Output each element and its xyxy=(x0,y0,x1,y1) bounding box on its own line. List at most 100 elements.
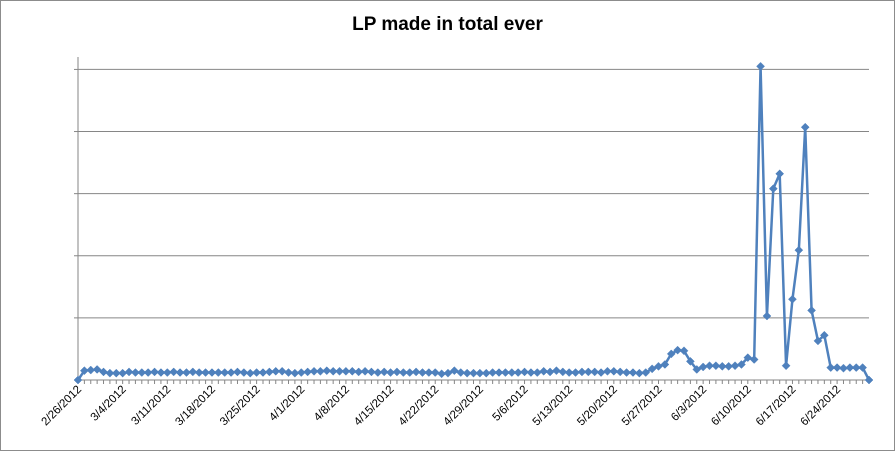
chart-title: LP made in total ever xyxy=(352,14,543,35)
data-point xyxy=(494,368,504,377)
data-point xyxy=(781,361,791,371)
data-point xyxy=(450,366,459,376)
data-point xyxy=(367,367,376,377)
data-point xyxy=(488,368,497,377)
data-point xyxy=(411,367,421,377)
data-point xyxy=(303,367,312,377)
data-point xyxy=(424,368,434,377)
data-point xyxy=(405,368,415,377)
data-point xyxy=(826,363,836,372)
data-point xyxy=(635,368,644,378)
data-point xyxy=(386,368,395,377)
x-tick-label: 4/22/2012 xyxy=(397,384,442,429)
data-point xyxy=(475,368,485,378)
data-point xyxy=(839,363,848,373)
data-point xyxy=(156,368,166,377)
x-tick-label: 4/8/2012 xyxy=(312,384,352,424)
data-point xyxy=(258,368,268,377)
data-point xyxy=(296,368,306,377)
data-point xyxy=(775,169,785,179)
x-tick-label: 6/24/2012 xyxy=(799,384,844,429)
data-point xyxy=(277,366,287,376)
data-point xyxy=(284,368,293,377)
data-point xyxy=(379,367,389,377)
data-point xyxy=(143,368,153,377)
data-point xyxy=(418,368,427,377)
data-point xyxy=(462,368,472,378)
data-point xyxy=(603,366,612,376)
x-tick-label: 6/10/2012 xyxy=(709,384,754,429)
data-point xyxy=(80,366,89,376)
data-point xyxy=(150,367,159,377)
x-tick-label: 2/26/2012 xyxy=(39,384,84,429)
data-point xyxy=(609,366,619,376)
x-tick-label: 6/17/2012 xyxy=(754,384,799,429)
data-point xyxy=(622,368,631,377)
data-point xyxy=(347,366,357,376)
data-point xyxy=(118,368,128,378)
data-point xyxy=(226,368,236,377)
data-point xyxy=(558,367,568,377)
data-point xyxy=(131,368,140,377)
data-point xyxy=(175,368,185,377)
data-point xyxy=(615,367,625,377)
data-point xyxy=(571,368,580,377)
data-point xyxy=(398,368,408,377)
data-point xyxy=(724,361,734,371)
data-point xyxy=(737,360,746,369)
data-point xyxy=(360,366,370,376)
data-point xyxy=(666,349,676,359)
data-point xyxy=(845,363,855,372)
data-point xyxy=(647,364,657,374)
data-point xyxy=(430,368,440,377)
data-point xyxy=(201,368,210,377)
data-point xyxy=(564,368,574,377)
data-point xyxy=(717,361,727,371)
data-point xyxy=(194,368,204,377)
data-point xyxy=(507,368,517,377)
data-point xyxy=(220,368,230,377)
data-point xyxy=(213,368,223,377)
data-point xyxy=(92,365,102,374)
x-tick-label: 5/20/2012 xyxy=(575,384,620,429)
x-tick-label: 5/27/2012 xyxy=(620,384,665,429)
data-point xyxy=(341,366,351,376)
data-point xyxy=(73,375,83,385)
x-tick-label: 5/6/2012 xyxy=(491,384,531,424)
data-point xyxy=(532,368,542,377)
data-point xyxy=(316,366,325,376)
data-point xyxy=(309,366,319,376)
data-point xyxy=(749,355,759,364)
data-point xyxy=(864,375,874,385)
data-point xyxy=(641,368,651,377)
series-line xyxy=(76,65,871,381)
data-point xyxy=(354,367,364,377)
data-point xyxy=(800,122,810,132)
data-point xyxy=(481,368,491,378)
data-point xyxy=(188,367,198,377)
data-point xyxy=(526,368,536,377)
data-point xyxy=(137,368,147,377)
data-point xyxy=(832,363,842,372)
data-point xyxy=(169,367,179,377)
x-tick-label: 4/1/2012 xyxy=(267,384,307,424)
data-point xyxy=(590,367,600,377)
data-point xyxy=(813,336,823,346)
x-tick-label: 5/13/2012 xyxy=(531,384,576,429)
data-point xyxy=(762,311,772,321)
data-point xyxy=(290,368,300,378)
data-point xyxy=(182,368,191,377)
x-tick-label: 4/15/2012 xyxy=(352,384,397,429)
data-point xyxy=(271,366,281,376)
data-point xyxy=(539,366,549,376)
data-point xyxy=(265,367,274,377)
data-point xyxy=(373,368,383,377)
data-point xyxy=(858,363,867,372)
data-point xyxy=(596,368,606,377)
data-point xyxy=(469,368,478,378)
data-point xyxy=(628,368,638,377)
data-point xyxy=(756,61,765,71)
data-point xyxy=(705,361,714,371)
